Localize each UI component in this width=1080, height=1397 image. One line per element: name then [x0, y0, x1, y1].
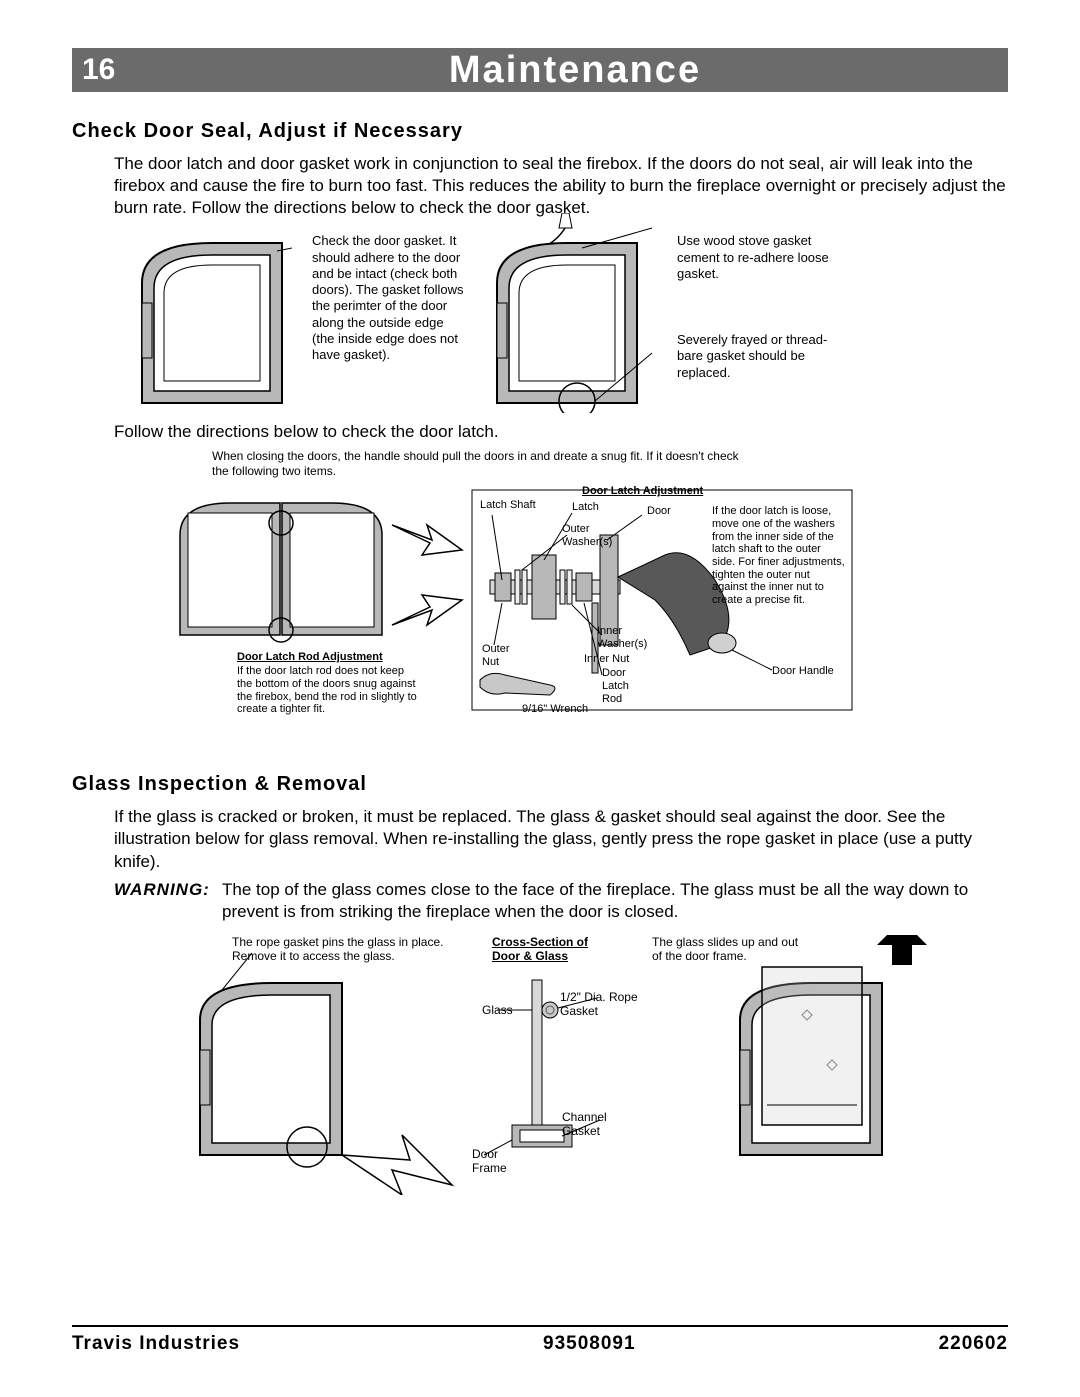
- caption-left: Check the door gasket. It should adhere …: [312, 233, 467, 363]
- latch-adj-title: Door Latch Adjustment: [582, 485, 703, 498]
- lbl-latch-rod: Door Latch Rod: [602, 667, 642, 705]
- page-footer: Travis Industries 93508091 220602: [72, 1325, 1008, 1355]
- footer-docnum: 93508091: [543, 1333, 636, 1355]
- latch-figure: Door Latch Adjustment Latch Shaft Latch …: [172, 485, 932, 745]
- latch-rod-title: Door Latch Rod Adjustment: [237, 651, 383, 664]
- latch-adj-text: If the door latch is loose, move one of …: [712, 505, 847, 606]
- lbl-door-frame: Door Frame: [472, 1147, 522, 1176]
- warning-label: WARNING:: [114, 879, 222, 923]
- lbl-latch: Latch: [572, 501, 599, 514]
- lbl-wrench: 9/16" Wrench: [522, 703, 588, 716]
- footer-company: Travis Industries: [72, 1333, 240, 1355]
- page-title: Maintenance: [152, 49, 998, 92]
- door-right-svg: [487, 213, 657, 413]
- section1-para1: The door latch and door gasket work in c…: [114, 153, 1008, 219]
- section1-para2: Follow the directions below to check the…: [114, 421, 1008, 443]
- glass-left-caption: The rope gasket pins the glass in place.…: [232, 935, 472, 964]
- warning-text: The top of the glass comes close to the …: [222, 879, 1008, 923]
- closing-note: When closing the doors, the handle shoul…: [212, 449, 748, 479]
- door-left-svg: [132, 233, 292, 413]
- glass-right-caption: The glass slides up and out of the door …: [652, 935, 802, 964]
- section2-para1: If the glass is cracked or broken, it mu…: [114, 806, 1008, 872]
- page-header: 16 Maintenance: [72, 48, 1008, 92]
- lbl-rope-gasket: 1/2" Dia. Rope Gasket: [560, 990, 640, 1019]
- lbl-glass: Glass: [482, 1003, 513, 1017]
- footer-rev: 220602: [939, 1333, 1008, 1355]
- lbl-inner-nut: Inner Nut: [584, 653, 629, 666]
- caption-right-col: Use wood stove gasket cement to re-adher…: [677, 233, 852, 381]
- caption-right-top: Use wood stove gasket cement to re-adher…: [677, 233, 852, 282]
- warning-row: WARNING: The top of the glass comes clos…: [114, 879, 1008, 923]
- page-number: 16: [82, 53, 152, 87]
- cross-title: Cross-Section of Door & Glass: [492, 935, 612, 964]
- door-gasket-diagrams: Check the door gasket. It should adhere …: [132, 233, 1008, 413]
- section1-heading: Check Door Seal, Adjust if Necessary: [72, 120, 1008, 143]
- caption-right-bottom: Severely frayed or thread-bare gasket sh…: [677, 332, 852, 381]
- lbl-channel-gasket: Channel Gasket: [562, 1110, 632, 1139]
- glass-figure: The rope gasket pins the glass in place.…: [152, 935, 972, 1195]
- lbl-latch-shaft: Latch Shaft: [480, 499, 536, 512]
- latch-rod-text: If the door latch rod does not keep the …: [237, 665, 422, 716]
- lbl-handle: Door Handle: [772, 665, 834, 678]
- section2-heading: Glass Inspection & Removal: [72, 773, 1008, 796]
- lbl-inner-washers: Inner Washer(s): [597, 625, 652, 650]
- lbl-outer-nut: Outer Nut: [482, 643, 522, 668]
- lbl-door: Door: [647, 505, 667, 518]
- lbl-outer-washers: Outer Washer(s): [562, 523, 617, 548]
